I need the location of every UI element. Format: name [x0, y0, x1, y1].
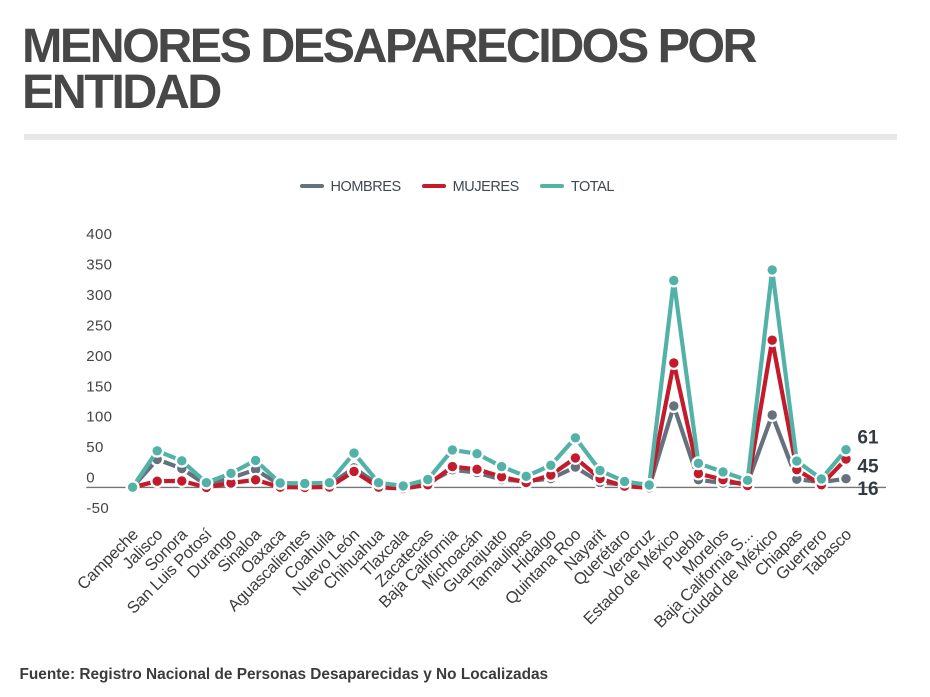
svg-text:50: 50	[86, 439, 103, 456]
svg-text:400: 400	[86, 226, 112, 243]
svg-text:16: 16	[857, 479, 878, 500]
svg-text:-50: -50	[86, 500, 109, 517]
svg-text:300: 300	[86, 287, 112, 304]
svg-text:0: 0	[86, 470, 95, 487]
svg-text:61: 61	[857, 427, 879, 448]
svg-text:350: 350	[86, 257, 112, 274]
svg-text:250: 250	[86, 317, 112, 334]
svg-text:100: 100	[86, 409, 112, 426]
svg-text:200: 200	[86, 348, 112, 365]
svg-text:150: 150	[86, 378, 112, 395]
svg-text:45: 45	[857, 456, 879, 477]
